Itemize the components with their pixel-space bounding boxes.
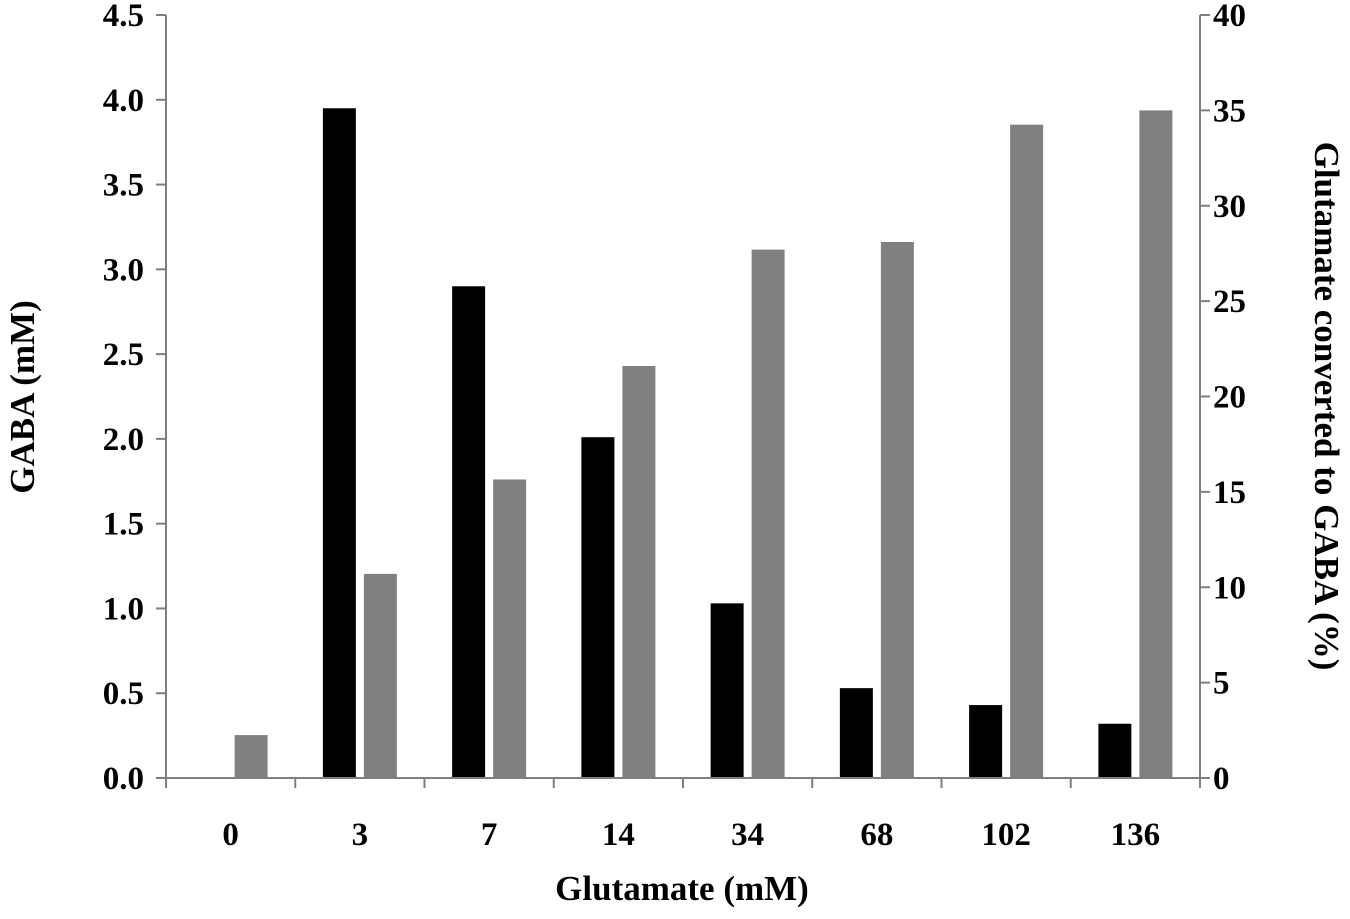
conversion-bar-136 (1139, 110, 1173, 778)
y2-tick-label: 25 (1213, 284, 1246, 320)
y2-tick-label: 5 (1213, 666, 1230, 702)
y-tick-label: 1.0 (103, 591, 144, 627)
y2-tick-label: 30 (1213, 189, 1246, 225)
y2-axis-title: Glutamate converted to GABA (%) (1307, 142, 1346, 671)
conversion-bar-102 (1010, 124, 1044, 778)
x-axis-title: Glutamate (mM) (555, 869, 809, 908)
x-tick-label: 7 (481, 817, 498, 853)
gaba-bar-3 (322, 108, 356, 778)
conversion-bar-14 (622, 365, 656, 778)
y-tick-label: 0.0 (103, 761, 144, 797)
y2-tick-label: 20 (1213, 380, 1246, 416)
tick-labels-group: 0.0 0.5 1.0 1.5 2.0 2.5 3.0 3.5 4.0 4.5 0 5 10 15 20 25… (103, 0, 1246, 853)
gaba-bar-68 (839, 688, 873, 778)
y-tick-label: 4.0 (103, 83, 144, 119)
x-tick-label: 68 (860, 817, 893, 853)
gaba-bar-14 (581, 437, 615, 778)
x-tick-label: 136 (1111, 817, 1161, 853)
gaba-bar-34 (710, 603, 744, 778)
y-axis-title: GABA (mM) (3, 300, 42, 493)
bars-group (234, 108, 1173, 778)
y-tick-label: 2.0 (103, 422, 144, 458)
x-tick-label: 0 (222, 817, 239, 853)
x-tick-label: 3 (352, 817, 369, 853)
x-tick-label: 102 (981, 817, 1031, 853)
y-tick-label: 0.5 (103, 676, 144, 712)
y2-tick-label: 0 (1213, 761, 1230, 797)
y2-tick-label: 15 (1213, 475, 1246, 511)
gaba-bar-102 (969, 705, 1003, 778)
conversion-bar-7 (493, 479, 527, 778)
conversion-bar-34 (751, 249, 785, 778)
x-tick-label: 34 (731, 817, 764, 853)
gaba-bar-136 (1098, 723, 1132, 778)
conversion-bar-68 (880, 241, 914, 778)
y2-tick-label: 10 (1213, 570, 1246, 606)
y-tick-label: 3.5 (103, 168, 144, 204)
y2-tick-label: 35 (1213, 93, 1246, 129)
y-tick-label: 2.5 (103, 337, 144, 373)
y-tick-label: 1.5 (103, 507, 144, 543)
axes-group (156, 14, 1210, 788)
y2-tick-label: 40 (1213, 0, 1246, 34)
conversion-bar-3 (363, 573, 397, 778)
gaba-bar-7 (452, 286, 486, 778)
x-tick-label: 14 (602, 817, 635, 853)
conversion-bar-0 (234, 735, 268, 778)
y-tick-label: 4.5 (103, 0, 144, 34)
y-tick-label: 3.0 (103, 252, 144, 288)
